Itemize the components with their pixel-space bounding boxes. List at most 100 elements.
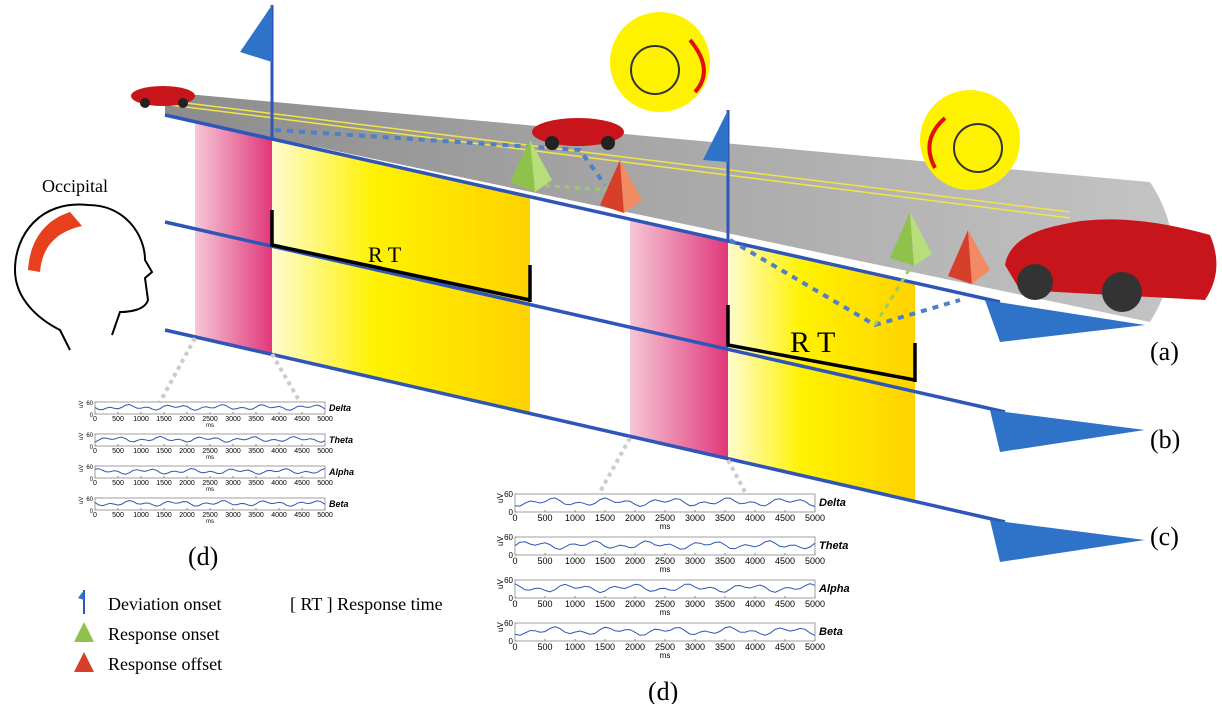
x-unit: ms <box>206 487 214 493</box>
x-tick-label: 0 <box>512 556 517 566</box>
region-label: Occipital <box>42 176 108 196</box>
y-unit: uV <box>79 465 85 472</box>
band-label: Theta <box>819 540 848 552</box>
x-tick-label: 1000 <box>565 513 585 523</box>
band-label: Beta <box>329 499 349 509</box>
y-tick-label: 60 <box>504 619 513 628</box>
x-tick-label: 4000 <box>271 416 287 423</box>
x-tick-label: 5000 <box>317 512 333 519</box>
x-tick-label: 500 <box>537 513 552 523</box>
x-tick-label: 1500 <box>595 556 615 566</box>
eeg-plot: DeltauV060050010001500200025003000350040… <box>79 401 351 429</box>
x-tick-label: 3000 <box>225 480 241 487</box>
x-tick-label: 3500 <box>715 513 735 523</box>
x-tick-label: 1000 <box>133 480 149 487</box>
page: {"labels":{"occipital":"Occipital","pane… <box>0 0 1222 704</box>
y-tick-label: 60 <box>504 576 513 585</box>
band-label: Theta <box>329 435 353 445</box>
y-tick-label: 60 <box>86 433 93 439</box>
x-tick-label: 2000 <box>179 448 195 455</box>
x-tick-label: 5000 <box>805 599 825 609</box>
x-tick-label: 3000 <box>685 556 705 566</box>
band-label: Alpha <box>818 583 850 595</box>
x-unit: ms <box>660 651 671 660</box>
x-tick-label: 2000 <box>179 480 195 487</box>
eeg-plot: BetauV0600500100015002000250030003500400… <box>79 497 349 525</box>
eeg-plot: ThetauV060050010001500200025003000350040… <box>79 433 353 461</box>
x-tick-label: 3000 <box>225 512 241 519</box>
x-tick-label: 4000 <box>271 448 287 455</box>
x-tick-label: 1000 <box>133 512 149 519</box>
steering-icon <box>920 90 1020 190</box>
panel-label: (c) <box>1150 522 1179 551</box>
panel-label: (d) <box>188 542 218 571</box>
x-unit: ms <box>206 519 214 525</box>
x-tick-label: 500 <box>112 480 124 487</box>
x-tick-label: 3500 <box>715 642 735 652</box>
x-tick-label: 1500 <box>156 512 172 519</box>
y-tick-label: 60 <box>504 533 513 542</box>
x-tick-label: 2000 <box>625 556 645 566</box>
band-label: Beta <box>819 626 843 638</box>
x-tick-label: 2500 <box>202 448 218 455</box>
y-tick-label: 60 <box>86 401 93 407</box>
x-tick-label: 3500 <box>715 599 735 609</box>
x-tick-label: 4500 <box>775 599 795 609</box>
x-tick-label: 1000 <box>133 448 149 455</box>
x-tick-label: 3500 <box>248 480 264 487</box>
panel-label: (a) <box>1150 337 1179 366</box>
head-icon <box>15 205 152 350</box>
x-tick-label: 500 <box>537 642 552 652</box>
x-tick-label: 0 <box>512 642 517 652</box>
x-tick-label: 0 <box>512 513 517 523</box>
x-tick-label: 5000 <box>805 513 825 523</box>
plot-frame <box>515 623 815 641</box>
panel-label: (b) <box>1150 425 1180 454</box>
x-tick-label: 2500 <box>202 480 218 487</box>
x-tick-label: 0 <box>93 448 97 455</box>
x-tick-label: 5000 <box>317 480 333 487</box>
x-tick-label: 500 <box>112 512 124 519</box>
x-tick-label: 3000 <box>685 642 705 652</box>
steering-icon <box>610 12 710 112</box>
x-tick-label: 3000 <box>225 416 241 423</box>
x-tick-label: 2500 <box>202 512 218 519</box>
x-tick-label: 4500 <box>294 480 310 487</box>
x-tick-label: 4000 <box>745 556 765 566</box>
x-tick-label: 2000 <box>625 513 645 523</box>
x-tick-label: 500 <box>112 416 124 423</box>
legend-label: Response onset <box>108 624 220 644</box>
x-tick-label: 4500 <box>294 416 310 423</box>
diagram: R T R T Occipital (a) (b) (c) (d) (d) De… <box>0 0 1222 704</box>
x-tick-label: 0 <box>93 416 97 423</box>
x-unit: ms <box>660 522 671 531</box>
x-tick-label: 2000 <box>179 512 195 519</box>
x-tick-label: 3500 <box>248 512 264 519</box>
panel-label: (d) <box>648 677 678 704</box>
eeg-plot: ThetauV060050010001500200025003000350040… <box>496 533 848 574</box>
x-tick-label: 4500 <box>775 642 795 652</box>
x-unit: ms <box>660 608 671 617</box>
x-tick-label: 5000 <box>805 642 825 652</box>
rt-label: R T <box>790 326 835 359</box>
band-label: Delta <box>329 403 351 413</box>
x-tick-label: 4000 <box>745 642 765 652</box>
x-tick-label: 500 <box>537 599 552 609</box>
car <box>131 86 195 108</box>
legend: Deviation onset Response onset Response … <box>74 590 443 674</box>
eeg-plot: DeltauV060050010001500200025003000350040… <box>496 490 846 531</box>
x-tick-label: 2500 <box>202 416 218 423</box>
y-unit: uV <box>79 433 85 440</box>
x-unit: ms <box>660 565 671 574</box>
eeg-plot: AlphauV060050010001500200025003000350040… <box>79 465 354 493</box>
x-tick-label: 5000 <box>317 448 333 455</box>
x-tick-label: 1500 <box>595 513 615 523</box>
x-tick-label: 500 <box>112 448 124 455</box>
x-tick-label: 1000 <box>565 556 585 566</box>
x-tick-label: 4000 <box>745 599 765 609</box>
x-tick-label: 0 <box>93 480 97 487</box>
x-tick-label: 3500 <box>715 556 735 566</box>
x-tick-label: 5000 <box>805 556 825 566</box>
arrow-heads <box>985 300 1145 562</box>
